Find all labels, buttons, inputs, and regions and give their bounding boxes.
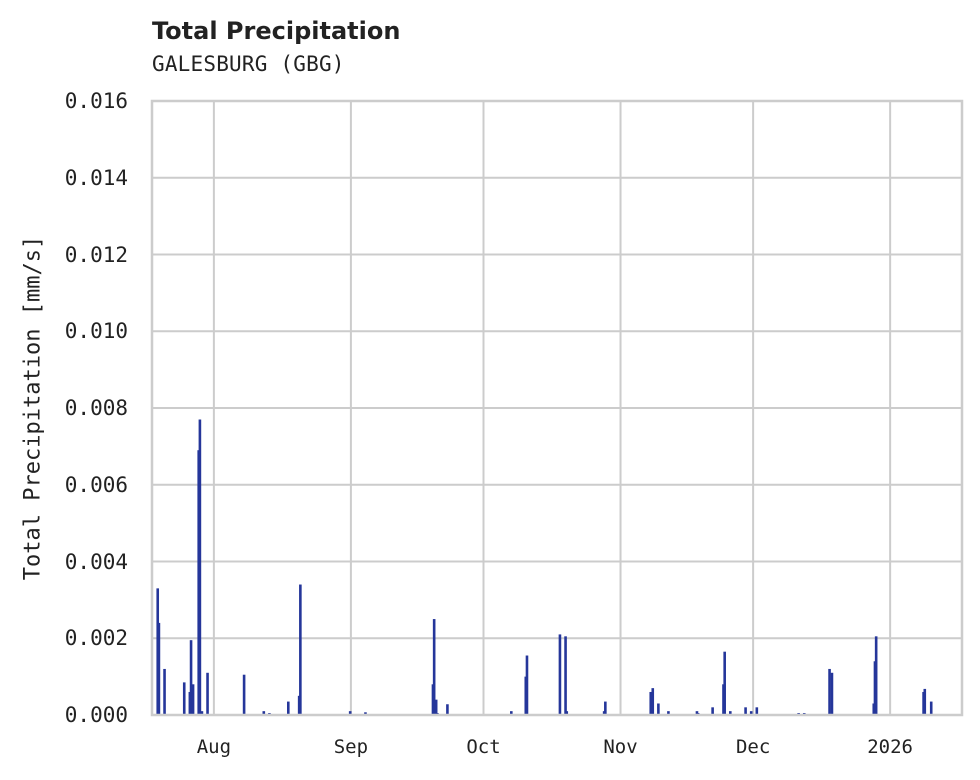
precip-bar (565, 711, 569, 715)
x-tick-label: Oct (466, 736, 501, 758)
x-tick-label: Nov (603, 736, 638, 758)
precip-bar (649, 691, 653, 715)
y-tick-label: 0.006 (64, 472, 128, 497)
chart-title: Total Precipitation (152, 17, 401, 45)
precip-bar (364, 712, 367, 715)
precip-bar (262, 711, 266, 715)
precip-bar (604, 701, 607, 715)
precip-bar (749, 711, 753, 715)
y-tick-label: 0.008 (64, 396, 128, 420)
precip-bar (189, 640, 193, 715)
y-tick-label: 0.012 (64, 242, 128, 267)
precip-bar (182, 682, 186, 715)
y-tick-label: 0.004 (64, 549, 128, 574)
precip-bar (348, 711, 352, 715)
precip-bar (923, 688, 927, 715)
precip-bar (744, 707, 747, 715)
precip-bar (299, 584, 302, 715)
chart-subtitle: GALESBURG (GBG) (152, 52, 345, 76)
precip-bar (874, 636, 878, 715)
precip-bar (711, 707, 714, 715)
y-tick-label: 0.014 (64, 165, 128, 190)
precip-bar (287, 701, 290, 715)
precip-bar (200, 711, 204, 715)
precip-bar (432, 619, 436, 715)
x-tick-label: 2026 (867, 736, 914, 758)
precip-bar (828, 668, 831, 715)
precip-bar (667, 711, 670, 715)
precip-bar (657, 703, 660, 715)
precip-bar (755, 707, 759, 715)
y-tick-label: 0.002 (64, 626, 128, 651)
precip-bar (525, 655, 529, 715)
precip-bar (510, 711, 513, 715)
x-tick-label: Aug (196, 736, 232, 758)
precip-bar (558, 634, 562, 715)
precip-bar (729, 711, 732, 715)
y-tick-label: 0.000 (64, 703, 128, 727)
precip-bar (446, 704, 449, 715)
precip-bar (929, 701, 933, 715)
y-tick-label: 0.016 (64, 89, 128, 113)
precip-bar (198, 419, 202, 715)
precip-bar (157, 622, 161, 715)
precip-bar (830, 672, 834, 715)
plot-frame (150, 99, 964, 717)
precip-bar (651, 688, 655, 715)
precip-bar (206, 672, 209, 715)
precip-bar (564, 636, 567, 715)
x-tick-label: Dec (735, 736, 771, 758)
precip-bar (872, 703, 876, 715)
precip-bar (191, 684, 195, 715)
precip-bar (723, 651, 726, 715)
x-tick-label: Sep (333, 736, 369, 758)
y-tick-label: 0.010 (64, 319, 128, 344)
precip-bar (242, 674, 246, 715)
precip-bar (163, 668, 166, 715)
precip-bar (434, 699, 438, 715)
